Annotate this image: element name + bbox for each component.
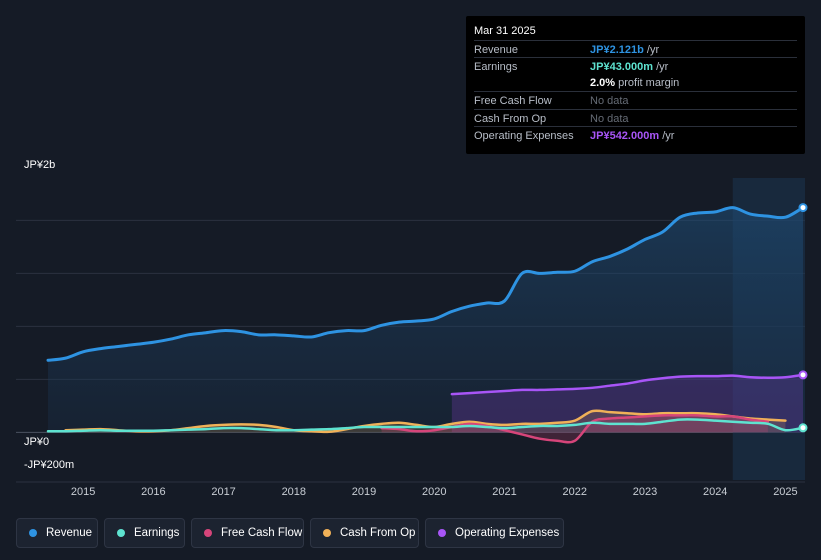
- tooltip-revenue-value: JP¥2.121b: [590, 44, 644, 56]
- revenue-area: [48, 207, 803, 433]
- revenue-line: [46, 206, 805, 362]
- tooltip-row-earnings: Earnings JP¥43.000m /yr: [474, 57, 797, 75]
- tooltip-value: JP¥2.121b /yr: [590, 44, 659, 56]
- x-tick-label-2016: 2016: [141, 486, 165, 498]
- tooltip-unit: profit margin: [618, 77, 680, 89]
- legend-item-operating-expenses[interactable]: Operating Expenses: [425, 518, 564, 548]
- tooltip-row-revenue: Revenue JP¥2.121b /yr: [474, 40, 797, 58]
- tooltip-row-fcf: Free Cash Flow No data: [474, 91, 797, 109]
- legend-dot-icon: [438, 529, 446, 537]
- legend-dot-icon: [323, 529, 331, 537]
- earnings-line: [46, 418, 805, 433]
- earnings-end-point: [798, 423, 808, 433]
- tooltip-value: JP¥43.000m /yr: [590, 61, 668, 73]
- legend-label: Earnings: [134, 527, 180, 539]
- x-tick-label-2018: 2018: [282, 486, 306, 498]
- legend-label: Cash From Op: [340, 527, 416, 539]
- legend-item-earnings[interactable]: Earnings: [104, 518, 185, 548]
- operating-expenses-area: [451, 374, 803, 433]
- legend-dot-icon: [117, 529, 125, 537]
- tooltip-label: Earnings: [474, 61, 518, 73]
- operating-expenses-end-point: [798, 370, 808, 380]
- legend-label: Operating Expenses: [455, 527, 560, 539]
- legend-item-free-cash-flow[interactable]: Free Cash Flow: [191, 518, 304, 548]
- tooltip-value: JP¥542.000m /yr: [590, 130, 674, 142]
- tooltip-row-margin: 2.0% profit margin: [474, 74, 797, 91]
- tooltip-label: Free Cash Flow: [474, 95, 552, 107]
- x-tick-label-2017: 2017: [211, 486, 235, 498]
- legend-item-cash-from-op[interactable]: Cash From Op: [310, 518, 419, 548]
- tooltip-row-opex: Operating Expenses JP¥542.000m /yr: [474, 126, 797, 144]
- tooltip-unit: /yr: [662, 130, 675, 142]
- tooltip-value: 2.0% profit margin: [590, 77, 679, 89]
- legend-dot-icon: [29, 529, 37, 537]
- operating-expenses-line: [450, 373, 805, 396]
- tooltip-fcf-value: No data: [590, 95, 629, 107]
- x-tick-label-2015: 2015: [71, 486, 95, 498]
- tooltip-earnings-value: JP¥43.000m: [590, 61, 653, 73]
- tooltip-row-cfo: Cash From Op No data: [474, 109, 797, 127]
- tooltip-margin-value: 2.0%: [590, 77, 616, 89]
- cash-from-op-area: [65, 410, 786, 433]
- tooltip-label: Revenue: [474, 44, 519, 56]
- x-tick-label-2024: 2024: [703, 486, 727, 498]
- y-tick-label-top: JP¥2b: [24, 159, 56, 171]
- y-tick-label-bottom: -JP¥200m: [24, 459, 75, 471]
- tooltip-date: Mar 31 2025: [474, 25, 536, 37]
- free-cash-flow-area: [381, 415, 768, 443]
- legend-item-revenue[interactable]: Revenue: [16, 518, 98, 548]
- y-tick-label-zero: JP¥0: [24, 436, 50, 448]
- tooltip-unit: /yr: [646, 44, 660, 56]
- tooltip-label: Operating Expenses: [474, 130, 574, 142]
- legend-label: Revenue: [46, 527, 93, 539]
- legend-label: Free Cash Flow: [221, 527, 303, 539]
- tooltip-unit: /yr: [656, 61, 669, 73]
- x-tick-label-2019: 2019: [352, 486, 376, 498]
- legend-dot-icon: [204, 529, 212, 537]
- x-tick-label-2021: 2021: [492, 486, 516, 498]
- x-tick-label-2022: 2022: [563, 486, 587, 498]
- tooltip-label: Cash From Op: [474, 113, 547, 125]
- tooltip-opex-value: JP¥542.000m: [590, 130, 660, 142]
- x-tick-label-2025: 2025: [773, 486, 797, 498]
- tooltip-panel: Mar 31 2025 Revenue JP¥2.121b /yr Earnin…: [466, 16, 805, 154]
- x-tick-label-2023: 2023: [633, 486, 657, 498]
- revenue-end-point: [798, 203, 808, 213]
- tooltip-cfo-value: No data: [590, 113, 629, 125]
- x-tick-label-2020: 2020: [422, 486, 446, 498]
